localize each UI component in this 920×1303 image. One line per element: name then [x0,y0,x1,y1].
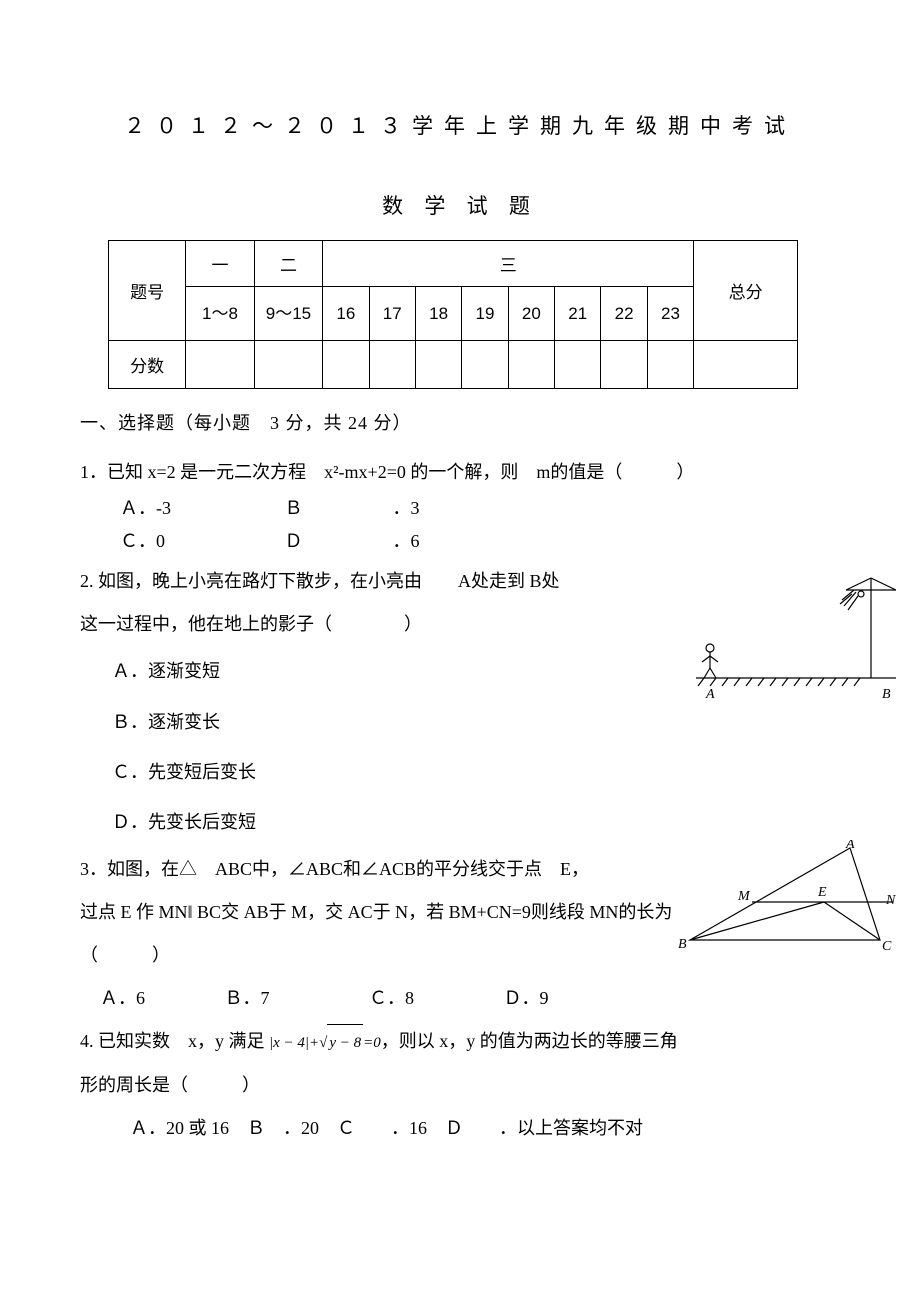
score-cell [186,341,254,389]
th-c19: 19 [462,287,508,341]
q4-sqrt-sign [319,1035,327,1051]
tri-label-b: B [678,937,687,952]
section-heading: 一、选择题（每小题 3 分，共 24 分） [80,409,840,435]
score-cell [415,341,461,389]
th-range2: 9～15 [254,287,322,341]
th-c22: 22 [601,287,647,341]
q4-post: ，则以 x，y 的值为两边长的等腰三角 [381,1031,678,1051]
score-cell [555,341,601,389]
score-cell [694,341,798,389]
exam-title-sub: 数 学 试 题 [80,190,840,220]
th-total: 总分 [694,241,798,341]
th-c21: 21 [555,287,601,341]
q4-eq: =0 [363,1035,381,1051]
th-label: 题号 [109,241,186,341]
question-4: 4. 已知实数 x，y 满足 |x − 4|+ y − 8=0，则以 x，y 的值… [80,1020,840,1150]
lamp-figure: A B [696,570,896,710]
q1-opt-b: Ｂ ．3 [285,494,465,523]
lamp-label-a: A [705,687,715,702]
tri-label-n: N [885,893,896,908]
q1-opt-c: Ｃ．0 [120,527,280,556]
q2-opt-c: Ｃ．先变短后变长 [80,747,840,797]
th-c23: 23 [647,287,693,341]
th-c20: 20 [508,287,554,341]
exam-title-main: ２０１２～２０１３学年上学期九年级期中考试 [80,110,840,140]
triangle-figure: A B C M N E [660,840,900,960]
q3-opt-b: Ｂ．7 [225,977,365,1020]
th-c17: 17 [369,287,415,341]
question-1: 1．已知 x=2 是一元二次方程 x²-mx+2=0 的一个解，则 m的值是（ … [80,451,840,556]
q4-sqrt: y − 8 [327,1024,363,1061]
th-c16: 16 [323,287,369,341]
tri-label-e: E [817,885,827,900]
th-sec3: 三 [323,241,694,287]
score-cell [601,341,647,389]
q3-opt-d: Ｄ．9 [504,977,549,1020]
question-2: A B 2. 如图，晚上小亮在路灯下散步，在小亮由 A处走到 B处 这一过程中，… [80,560,840,848]
td-label: 分数 [109,341,186,389]
q3-opt-c: Ｃ．8 [369,977,499,1020]
score-cell [508,341,554,389]
q3-opt-a: Ａ．6 [100,977,220,1020]
lamp-label-b: B [882,687,891,702]
tri-label-m: M [737,889,751,904]
score-cell [462,341,508,389]
q4-plus: + [309,1035,319,1051]
q1-opt-d: Ｄ ．6 [285,527,465,556]
tri-label-a: A [845,840,855,852]
score-table: 题号 一 二 三 总分 1～8 9～15 16 17 18 19 20 21 2… [108,240,798,389]
th-c18: 18 [415,287,461,341]
q4-options: Ａ．20 或 16 Ｂ ．20 Ｃ ．16 Ｄ ．以上答案均不对 [80,1107,840,1150]
question-3: A B C M N E 3．如图，在△ ABC中，∠ABC和∠ACB的平分线交于… [80,848,840,1021]
th-sec1: 一 [186,241,254,287]
q4-pre: 4. 已知实数 x，y 满足 [80,1031,269,1051]
q4-stem2: 形的周长是（ ） [80,1064,840,1107]
th-range1: 1～8 [186,287,254,341]
q1-stem: 1．已知 x=2 是一元二次方程 x²-mx+2=0 的一个解，则 m的值是（ … [80,451,840,494]
q4-abs: |x − 4| [269,1035,309,1051]
score-cell [254,341,322,389]
q1-opt-a: Ａ．-3 [120,494,280,523]
score-cell [647,341,693,389]
score-cell [369,341,415,389]
tri-label-c: C [882,939,892,954]
th-sec2: 二 [254,241,322,287]
score-cell [323,341,369,389]
q4-stem1: 4. 已知实数 x，y 满足 |x − 4|+ y − 8=0，则以 x，y 的值… [80,1020,840,1063]
